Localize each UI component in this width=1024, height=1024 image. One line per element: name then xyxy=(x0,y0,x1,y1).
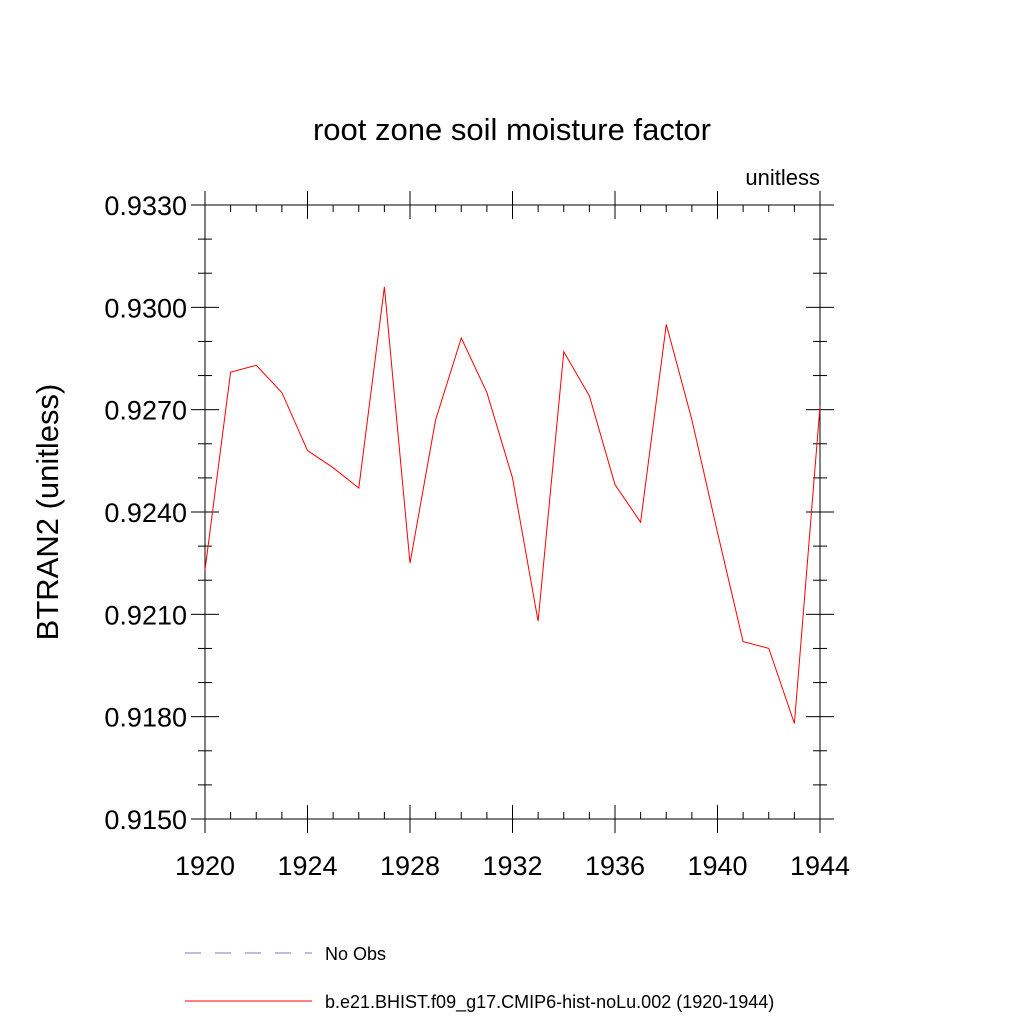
y-tick-label: 0.9210 xyxy=(104,600,187,630)
y-tick-label: 0.9150 xyxy=(104,805,187,835)
legend-label: No Obs xyxy=(325,944,386,964)
legend: No Obs b.e21.BHIST.f09_g17.CMIP6-hist-noL… xyxy=(185,944,774,1013)
plot-frame xyxy=(204,204,821,820)
y-tick-label: 0.9270 xyxy=(104,396,187,426)
x-tick-label: 1936 xyxy=(585,851,645,881)
units-label: unitless xyxy=(745,165,820,190)
legend-label: b.e21.BHIST.f09_g17.CMIP6-hist-noLu.002 … xyxy=(325,992,774,1013)
x-tick-label: 1944 xyxy=(790,851,850,881)
series-lines xyxy=(204,286,821,724)
y-tick-label: 0.9300 xyxy=(104,293,187,323)
x-tick-labels: 1920 1924 1928 1932 1936 1940 1944 xyxy=(175,851,850,881)
chart-title: root zone soil moisture factor xyxy=(313,112,711,147)
y-tick-labels: 0.9150 0.9180 0.9210 0.9240 0.9270 0.9300 0.93… xyxy=(104,191,187,835)
x-tick-label: 1928 xyxy=(380,851,440,881)
x-tick-label: 1920 xyxy=(175,851,235,881)
x-tick-label: 1924 xyxy=(277,851,337,881)
y-tick-label: 0.9240 xyxy=(104,498,187,528)
x-tick-label: 1940 xyxy=(687,851,747,881)
series-line xyxy=(204,286,821,724)
axis-ticks xyxy=(191,191,834,833)
y-axis-label: BTRAN2 (unitless) xyxy=(30,384,65,641)
x-tick-label: 1932 xyxy=(482,851,542,881)
y-tick-label: 0.9330 xyxy=(104,191,187,221)
y-tick-label: 0.9180 xyxy=(104,703,187,733)
